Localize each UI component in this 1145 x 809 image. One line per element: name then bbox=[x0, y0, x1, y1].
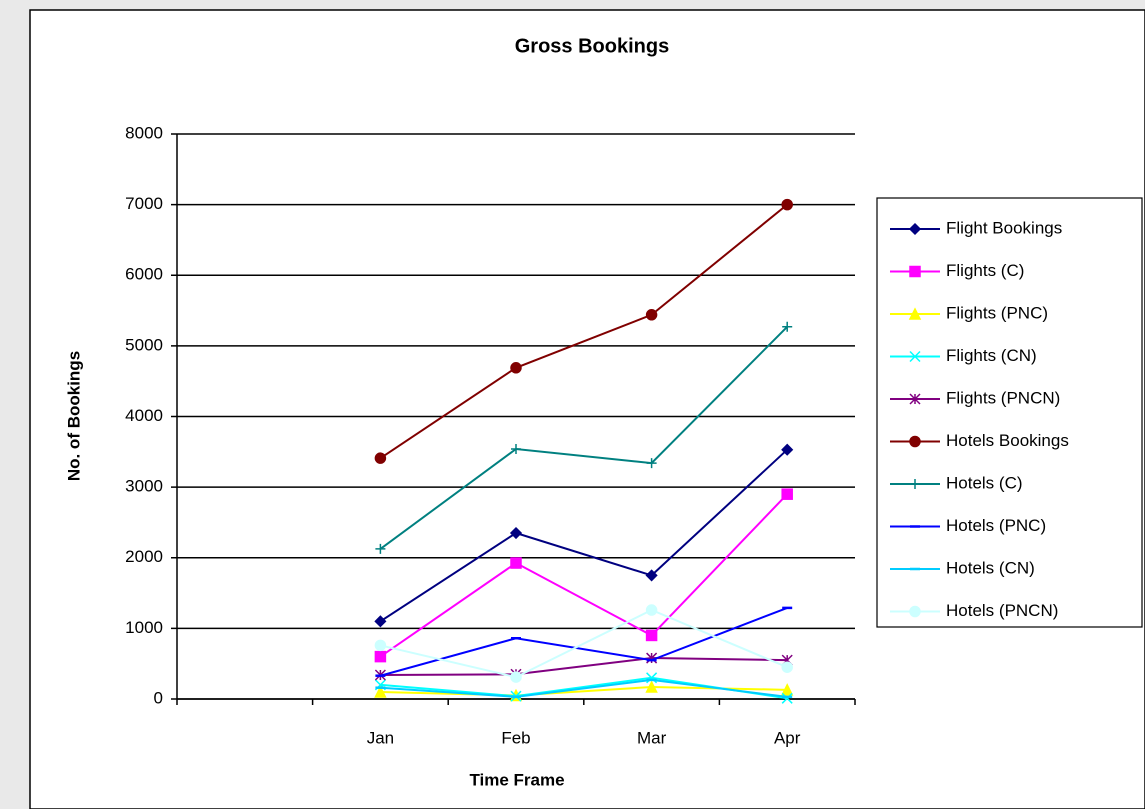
legend-label: Hotels (PNC) bbox=[946, 516, 1046, 535]
legend-label: Flights (CN) bbox=[946, 346, 1037, 365]
marker bbox=[510, 557, 522, 569]
y-tick-label: 4000 bbox=[125, 406, 163, 425]
marker bbox=[374, 452, 387, 464]
series-line bbox=[380, 678, 788, 698]
y-tick-label: 7000 bbox=[125, 194, 163, 213]
legend bbox=[876, 197, 1143, 628]
marker bbox=[511, 443, 521, 454]
series-line bbox=[379, 493, 788, 658]
marker bbox=[375, 543, 386, 554]
legend-label: Hotels (CN) bbox=[946, 558, 1035, 577]
y-axis-label: No. of Bookings bbox=[64, 351, 83, 481]
marker bbox=[646, 458, 657, 469]
marker bbox=[374, 639, 387, 652]
y-tick-label: 1000 bbox=[125, 618, 163, 637]
marker bbox=[910, 479, 920, 489]
marker bbox=[908, 307, 922, 320]
series-line bbox=[379, 326, 788, 550]
legend-label: Flights (C) bbox=[946, 261, 1024, 280]
legend-label: Hotels (C) bbox=[946, 473, 1023, 492]
x-axis-label: Time Frame bbox=[469, 770, 564, 789]
marker bbox=[645, 569, 658, 582]
x-tick-label: Jan bbox=[367, 728, 394, 747]
y-tick-label: 6000 bbox=[125, 265, 163, 284]
series-line bbox=[380, 608, 788, 679]
marker bbox=[509, 526, 523, 540]
marker bbox=[909, 265, 921, 278]
legend-label: Flight Bookings bbox=[946, 218, 1062, 237]
marker bbox=[645, 309, 658, 321]
marker bbox=[510, 671, 522, 683]
marker bbox=[781, 443, 794, 456]
marker bbox=[374, 650, 387, 663]
marker bbox=[374, 615, 387, 628]
legend-label: Hotels Bookings bbox=[946, 431, 1069, 450]
x-tick-label: Mar bbox=[637, 728, 667, 747]
marker bbox=[908, 222, 922, 236]
y-tick-label: 2000 bbox=[125, 547, 163, 566]
marker bbox=[510, 362, 522, 374]
y-tick-label: 8000 bbox=[125, 123, 163, 142]
marker bbox=[909, 350, 921, 363]
x-tick-label: Feb bbox=[501, 728, 530, 747]
marker bbox=[645, 680, 658, 693]
y-tick-label: 3000 bbox=[125, 477, 163, 496]
y-tick-label: 0 bbox=[154, 688, 163, 707]
legend-label: Flights (PNCN) bbox=[946, 388, 1060, 407]
y-tick-label: 5000 bbox=[125, 335, 163, 354]
marker bbox=[780, 683, 794, 696]
marker bbox=[781, 488, 793, 500]
series-line bbox=[379, 203, 788, 460]
marker bbox=[781, 661, 793, 673]
marker bbox=[782, 321, 793, 332]
marker bbox=[909, 435, 921, 448]
legend-label: Flights (PNC) bbox=[946, 303, 1048, 322]
marker bbox=[645, 604, 658, 616]
marker bbox=[645, 629, 658, 642]
series-line bbox=[380, 657, 788, 676]
marker bbox=[374, 685, 387, 698]
marker bbox=[909, 393, 921, 405]
chart-title: Gross Bookings bbox=[515, 35, 669, 57]
x-tick-label: Apr bbox=[774, 728, 801, 747]
legend-label: Hotels (PNCN) bbox=[946, 601, 1058, 620]
marker bbox=[909, 605, 921, 618]
series-line bbox=[380, 606, 788, 677]
series-line bbox=[379, 448, 788, 623]
marker bbox=[781, 692, 793, 704]
marker bbox=[781, 198, 793, 211]
